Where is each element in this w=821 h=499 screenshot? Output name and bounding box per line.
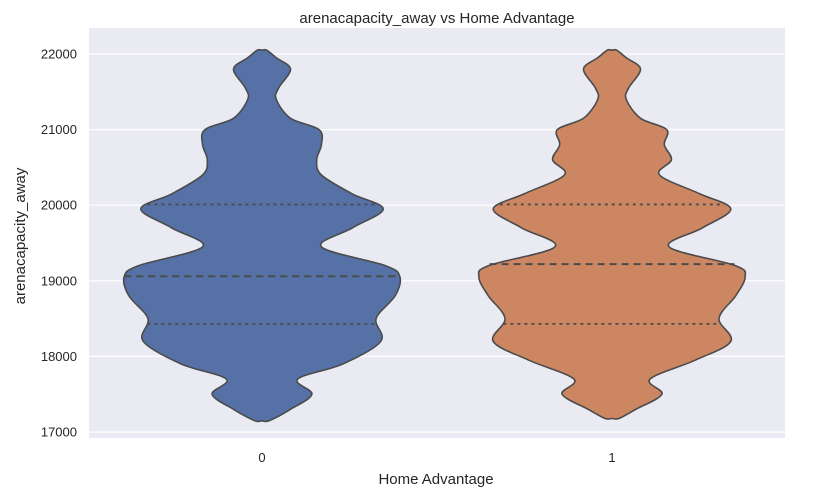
violin-body-0 (122, 48, 402, 423)
x-tick-label: 1 (608, 450, 615, 465)
y-tick-label: 17000 (41, 425, 77, 440)
y-tick-label: 22000 (41, 47, 77, 62)
violin-body-1 (477, 48, 747, 420)
y-tick-label: 21000 (41, 122, 77, 137)
y-axis-label: arenacapacity_away (12, 167, 29, 304)
x-axis-label: Home Advantage (378, 471, 493, 488)
chart-title: arenacapacity_away vs Home Advantage (299, 10, 574, 27)
x-tick-label: 0 (258, 450, 265, 465)
y-tick-label: 20000 (41, 198, 77, 213)
violins (122, 48, 747, 423)
y-tick-label: 18000 (41, 349, 77, 364)
y-tick-labels: 17000 18000 19000 20000 21000 22000 (41, 47, 77, 440)
y-tick-label: 19000 (41, 273, 77, 288)
